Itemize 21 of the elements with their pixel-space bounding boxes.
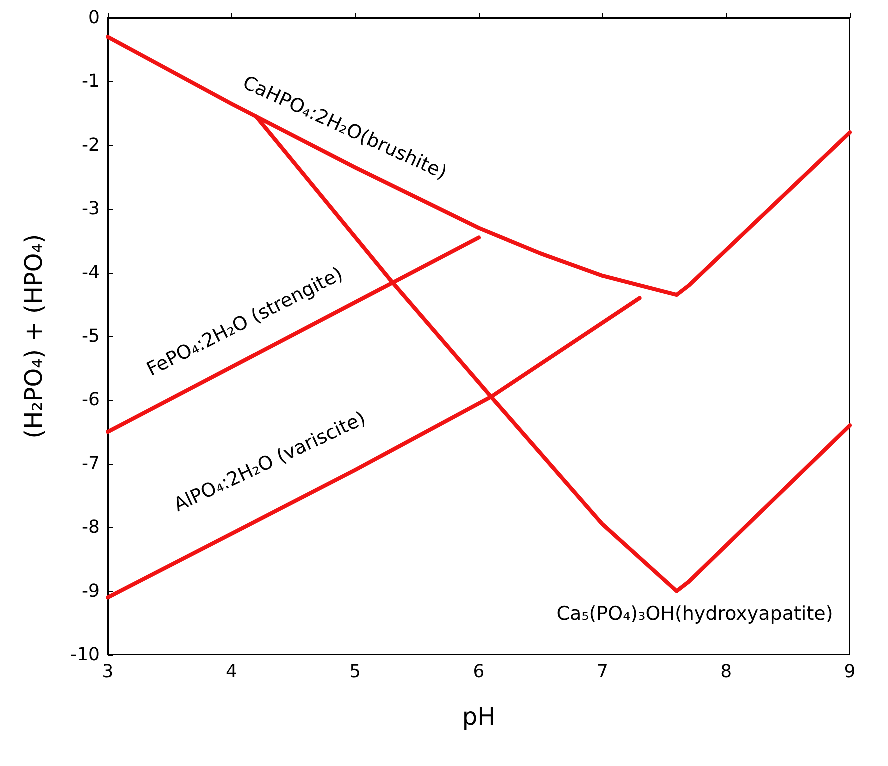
y-tick-label: -5 [82,326,100,347]
y-axis-title: (H₂PO₄) + (HPO₄) [20,234,48,439]
x-tick-label: 9 [844,662,856,682]
x-tick-label: 6 [473,662,485,682]
y-tick-label: -1 [82,71,100,92]
x-tick-label: 8 [720,662,732,682]
x-tick-label: 7 [596,662,608,682]
y-tick-label: -10 [70,644,100,666]
x-tick-label: 4 [226,662,238,682]
x-tick-label: 5 [350,662,362,682]
y-tick-label: -3 [82,198,100,220]
y-tick-label: -7 [82,453,100,474]
y-tick-label: -8 [82,517,100,538]
y-tick-label: -6 [82,390,100,411]
x-tick-label: 3 [102,662,114,682]
y-tick-label: 0 [88,8,100,28]
y-tick-label: -4 [82,262,100,284]
y-tick-label: -2 [82,134,100,156]
y-tick-label: -9 [82,580,100,602]
annotation: Ca₅(PO₄)₃OH(hydroxyapatite) [556,603,834,625]
x-axis-title: pH [462,703,496,731]
